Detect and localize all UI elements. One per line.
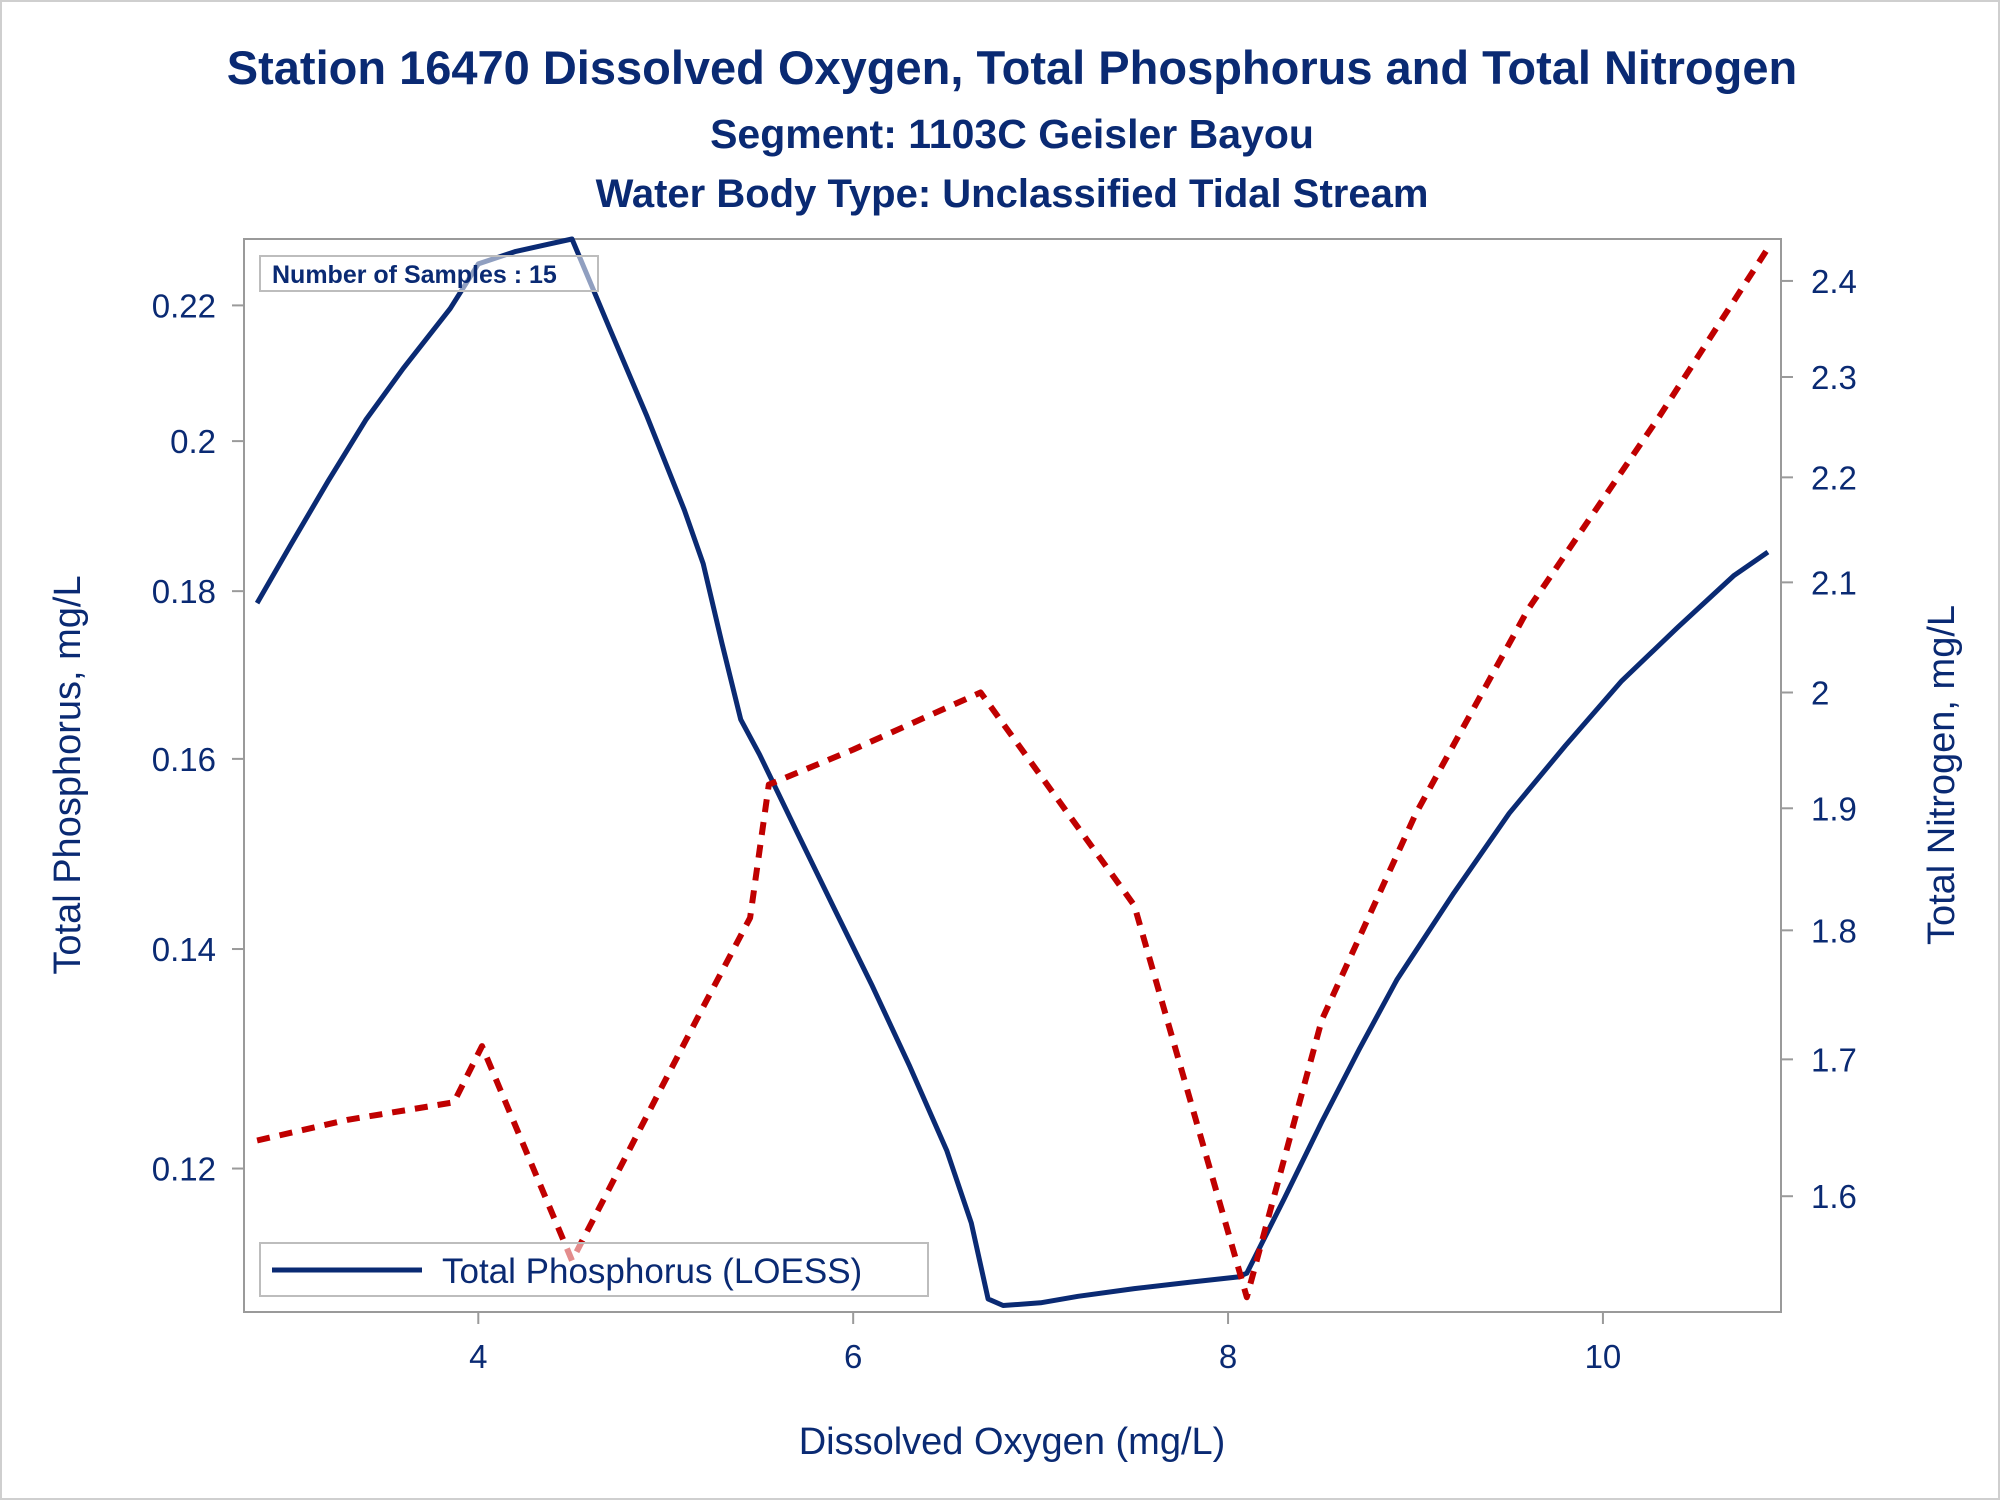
y2-tick-label: 2.3 — [1811, 359, 1857, 396]
x-tick-label: 6 — [844, 1338, 862, 1375]
plot-area — [243, 238, 1782, 1313]
y-tick-label: 0.16 — [152, 741, 216, 778]
chart-subtitle-water-body: Water Body Type: Unclassified Tidal Stre… — [596, 172, 1429, 216]
legend: Total Phosphorus (LOESS) — [259, 1242, 929, 1297]
sample-count-inset: Number of Samples : 15 — [259, 255, 599, 292]
y-tick-label: 0.2 — [170, 423, 216, 460]
x-tick-label: 8 — [1219, 1338, 1237, 1375]
y2-tick-label: 1.9 — [1811, 790, 1857, 827]
series-line-nitrogen — [256, 246, 1771, 1301]
y2-tick-label: 2 — [1811, 674, 1829, 711]
y-tick-label: 0.22 — [152, 287, 216, 324]
y2-tick-label: 2.2 — [1811, 459, 1857, 496]
x-tick-label: 10 — [1585, 1338, 1622, 1375]
y2-axis-label: Total Nitrogen, mg/L — [1921, 605, 1963, 945]
chart-subtitle-segment: Segment: 1103C Geisler Bayou — [710, 111, 1314, 157]
legend-entry-phosphorus: Total Phosphorus (LOESS) — [442, 1252, 862, 1291]
sample-count-text: Number of Samples : 15 — [272, 261, 557, 289]
series-line-phosphorus — [254, 236, 1770, 1308]
y2-tick-label: 2.4 — [1811, 263, 1857, 300]
x-axis: 4 6 8 10 — [469, 1312, 1621, 1375]
y2-tick-label: 1.6 — [1811, 1178, 1857, 1215]
y2-tick-label: 1.7 — [1811, 1041, 1857, 1078]
chart-title: Station 16470 Dissolved Oxygen, Total Ph… — [227, 41, 1797, 94]
y2-tick-label: 1.8 — [1811, 912, 1857, 949]
y2-tick-label: 2.1 — [1811, 564, 1857, 601]
y-axis-right: 1.6 1.7 1.8 1.9 2 2.1 2.2 2.3 2.4 — [1781, 263, 1857, 1215]
y-axis-left: 0.12 0.14 0.16 0.18 0.2 0.22 — [152, 287, 244, 1188]
series-layer — [254, 236, 1771, 1308]
y-axis-label: Total Phosphorus, mg/L — [47, 575, 89, 974]
inset-box — [259, 255, 599, 292]
y-tick-label: 0.14 — [152, 931, 216, 968]
x-axis-label: Dissolved Oxygen (mg/L) — [799, 1421, 1226, 1463]
x-tick-label: 4 — [469, 1338, 487, 1375]
y-tick-label: 0.18 — [152, 573, 216, 610]
y-tick-label: 0.12 — [152, 1151, 216, 1188]
